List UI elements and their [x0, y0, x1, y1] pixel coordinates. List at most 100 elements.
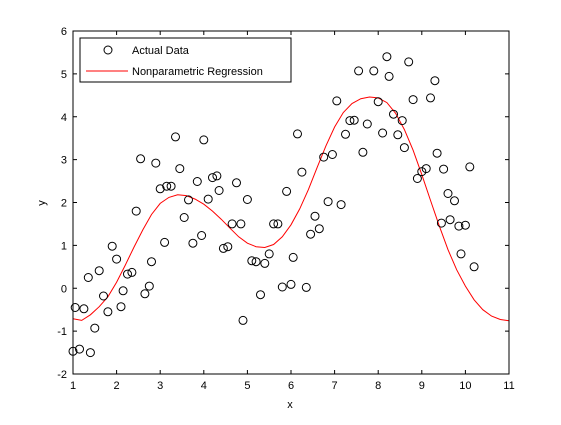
x-axis-label: x — [287, 399, 293, 411]
y-tick-label: 4 — [61, 112, 67, 124]
data-point — [327, 150, 337, 159]
data-point — [118, 286, 128, 296]
y-tick-label: -2 — [57, 369, 67, 381]
data-point — [140, 289, 150, 299]
data-point — [203, 194, 213, 204]
data-point — [277, 282, 287, 292]
data-point — [199, 135, 209, 145]
data-point — [384, 71, 394, 81]
data-point — [443, 189, 453, 198]
data-point — [436, 218, 446, 228]
data-point — [323, 197, 333, 207]
x-tick-label: 9 — [419, 380, 425, 392]
data-point — [212, 171, 222, 181]
data-point — [382, 52, 392, 62]
data-point — [297, 167, 307, 177]
data-point — [430, 76, 440, 86]
y-axis-label: y — [36, 200, 48, 206]
y-tick-label: 1 — [61, 240, 67, 252]
data-point — [345, 116, 355, 126]
data-point — [349, 115, 359, 125]
y-tick-label: 5 — [61, 69, 67, 81]
x-tick-label: 4 — [201, 380, 207, 392]
data-point — [162, 181, 172, 191]
data-point — [439, 164, 449, 174]
regression-layer — [72, 96, 510, 322]
data-point — [251, 257, 261, 267]
data-point — [184, 195, 193, 205]
data-point — [238, 315, 248, 325]
data-point — [227, 219, 237, 229]
data-point — [94, 266, 104, 276]
legend: Actual Data Nonparametric Regression — [79, 37, 292, 83]
axes-box — [72, 30, 510, 375]
data-point — [288, 252, 298, 262]
x-tick-label: 3 — [157, 380, 163, 392]
data-point — [112, 254, 122, 264]
data-point — [301, 282, 311, 292]
data-point — [171, 132, 180, 142]
x-tick-label: 6 — [288, 380, 294, 392]
data-point — [373, 97, 383, 107]
data-point — [218, 243, 228, 253]
data-point — [70, 303, 80, 312]
data-point — [127, 267, 137, 277]
data-point — [214, 186, 224, 195]
x-tick-label: 10 — [459, 380, 471, 392]
data-point — [456, 249, 466, 259]
x-tick-label: 11 — [503, 380, 514, 392]
data-point — [417, 167, 427, 177]
data-point — [421, 164, 431, 174]
data-point — [293, 129, 302, 139]
data-point — [83, 273, 93, 282]
data-point — [264, 249, 274, 259]
data-point — [136, 154, 146, 164]
x-tick-label: 2 — [114, 380, 120, 392]
data-point — [358, 147, 368, 157]
data-point — [306, 229, 316, 239]
y-tick-label: 6 — [61, 26, 67, 38]
data-point — [247, 256, 257, 266]
data-point — [408, 95, 418, 105]
data-point — [404, 57, 414, 67]
data-point — [197, 231, 207, 240]
data-point — [103, 307, 113, 317]
data-point — [393, 130, 403, 140]
x-tick-label: 5 — [244, 380, 250, 392]
data-point — [469, 262, 479, 272]
data-point — [131, 206, 141, 216]
data-point — [450, 196, 459, 206]
data-point — [454, 221, 464, 231]
data-point — [147, 257, 156, 267]
data-point — [426, 93, 435, 103]
data-point — [397, 116, 407, 126]
y-tick-label: 0 — [61, 283, 67, 295]
data-point — [445, 215, 455, 225]
data-point — [151, 158, 161, 168]
y-tick-label: -1 — [57, 326, 67, 338]
regression-curve — [72, 96, 510, 322]
data-point — [336, 200, 346, 210]
data-point — [286, 279, 296, 289]
data-point — [332, 96, 342, 106]
data-point — [232, 178, 241, 188]
axis-ticks: 1 2 3 4 5 6 7 8 9 10 11 -2 -1 0 1 2 3 4 5 6 — [57, 26, 514, 392]
data-point — [192, 177, 202, 186]
data-point — [107, 241, 117, 251]
data-point — [155, 184, 165, 194]
data-points-layer — [68, 52, 479, 358]
data-point — [144, 281, 154, 291]
data-point — [223, 242, 233, 252]
legend-marker-actual-data — [103, 45, 113, 55]
data-point — [310, 211, 320, 221]
data-point — [160, 237, 170, 247]
data-point — [90, 323, 100, 333]
data-point — [399, 143, 409, 153]
data-point — [175, 164, 185, 174]
data-point — [188, 238, 198, 248]
data-point — [116, 302, 126, 312]
data-point — [208, 173, 217, 183]
legend-label-regression: Nonparametric Regression — [132, 66, 263, 78]
axis-frame — [72, 30, 510, 375]
